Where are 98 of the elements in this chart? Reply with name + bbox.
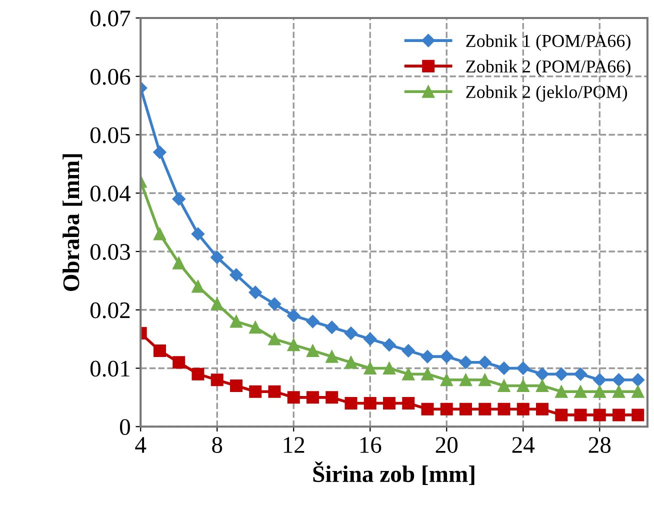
x-tick-label: 8 xyxy=(212,437,222,453)
point xyxy=(516,402,530,416)
point xyxy=(230,380,242,392)
point xyxy=(478,356,492,369)
point xyxy=(382,338,396,352)
point xyxy=(593,373,606,387)
legend-label: Zobnik 1 (POM/PA66) xyxy=(466,34,630,51)
point xyxy=(574,367,588,381)
point xyxy=(498,380,510,392)
point xyxy=(326,391,338,404)
point xyxy=(612,385,626,398)
point xyxy=(191,227,205,241)
point xyxy=(249,385,262,398)
point xyxy=(268,297,282,311)
point xyxy=(344,397,358,410)
point xyxy=(153,344,166,357)
x-tick-label: 28 xyxy=(588,437,611,453)
y-tick-label: 0.07 xyxy=(90,10,130,27)
point xyxy=(555,408,568,422)
point xyxy=(306,314,320,328)
legend-label: Zobnik 2 (POM/PA66) xyxy=(466,60,630,76)
point xyxy=(325,320,338,334)
point xyxy=(536,402,549,416)
point xyxy=(478,374,492,386)
point xyxy=(536,380,549,392)
point xyxy=(631,373,644,387)
point xyxy=(306,391,319,404)
point xyxy=(440,350,454,364)
point xyxy=(326,350,338,363)
x-tick-label: 12 xyxy=(284,437,304,453)
point xyxy=(210,250,224,264)
point xyxy=(593,408,606,422)
point xyxy=(287,338,300,352)
point xyxy=(632,408,644,422)
point xyxy=(268,332,281,346)
point xyxy=(172,192,186,206)
point xyxy=(249,321,262,334)
point xyxy=(460,402,472,416)
point xyxy=(516,362,530,375)
point xyxy=(153,146,166,159)
point xyxy=(402,344,415,358)
point xyxy=(172,256,186,270)
x-tick-label: 4 xyxy=(135,437,146,453)
point xyxy=(153,228,166,240)
y-tick-label: 0.06 xyxy=(90,68,130,85)
point xyxy=(460,374,472,386)
point xyxy=(440,402,453,416)
point xyxy=(478,402,492,416)
point xyxy=(344,356,358,369)
point xyxy=(364,397,376,410)
y-tick-label: 0.03 xyxy=(90,244,130,260)
y-tick-label: 0 xyxy=(120,419,130,436)
point xyxy=(230,315,242,328)
point xyxy=(459,356,472,369)
point xyxy=(306,344,319,357)
y-tick-label: 0.04 xyxy=(90,186,131,202)
y-axis-title: Obraba [mm] xyxy=(62,154,82,291)
x-axis-title: Širina zob [mm] xyxy=(313,461,474,486)
point xyxy=(192,280,204,293)
point xyxy=(210,298,224,310)
point xyxy=(421,368,434,380)
point xyxy=(555,385,568,398)
point xyxy=(248,286,262,299)
point xyxy=(383,397,396,410)
legend-label: Zobnik 2 (jeklo/POM) xyxy=(466,85,628,102)
point xyxy=(574,408,587,422)
point xyxy=(420,350,434,364)
point xyxy=(383,362,396,374)
x-tick-label: 24 xyxy=(512,437,535,453)
point xyxy=(230,268,243,282)
point xyxy=(192,368,204,380)
point xyxy=(287,391,300,404)
point xyxy=(440,374,453,386)
point xyxy=(574,385,587,398)
point xyxy=(344,326,358,340)
point xyxy=(268,385,281,398)
point xyxy=(402,368,415,380)
y-tick-label: 0.02 xyxy=(90,302,130,318)
point xyxy=(554,367,568,381)
point xyxy=(632,385,644,398)
point xyxy=(536,367,549,381)
x-tick-label: 20 xyxy=(436,437,458,453)
point xyxy=(210,374,224,386)
point xyxy=(402,397,415,410)
point xyxy=(172,356,186,369)
point xyxy=(364,362,376,374)
y-tick-label: 0.05 xyxy=(90,127,130,144)
point xyxy=(516,380,530,392)
point xyxy=(497,362,511,375)
point xyxy=(421,402,434,416)
point xyxy=(287,309,300,322)
x-tick-label: 16 xyxy=(360,437,382,453)
point xyxy=(593,385,606,398)
point xyxy=(498,402,510,416)
point xyxy=(612,373,626,387)
point xyxy=(364,332,377,346)
point xyxy=(612,408,626,422)
y-tick-label: 0.01 xyxy=(90,360,130,377)
